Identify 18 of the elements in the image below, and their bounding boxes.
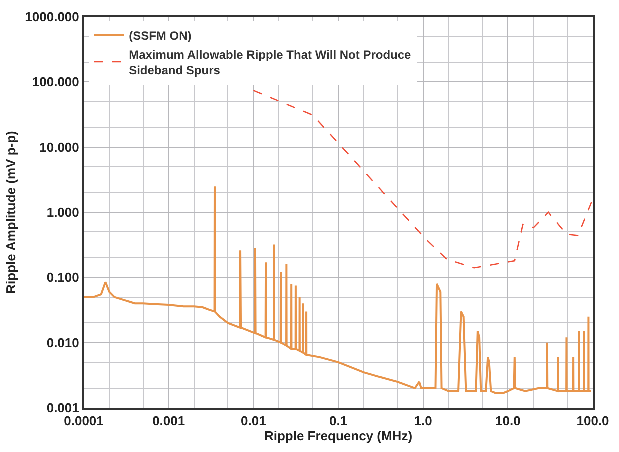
legend-label: Maximum Allowable Ripple That Will Not Produce Sideband Spurs xyxy=(129,48,412,78)
y-tick-label: 0.100 xyxy=(46,270,80,286)
y-tick-label: 1000.000 xyxy=(25,10,80,25)
y-tick-label: 100.000 xyxy=(32,74,80,90)
x-axis-title: Ripple Frequency (MHz) xyxy=(264,428,413,444)
y-tick-label: 0.010 xyxy=(46,335,80,350)
x-tick-label: 0.001 xyxy=(152,414,186,429)
y-tick-label: 10.000 xyxy=(40,140,80,155)
x-tick-label: 10.0 xyxy=(496,414,521,429)
x-tick-label: 100.0 xyxy=(576,414,610,429)
y-axis-title: Ripple Amplitude (mV p-p) xyxy=(4,131,19,294)
legend-label: (SSFM ON) xyxy=(129,29,192,44)
y-tick-label: 0.001 xyxy=(46,400,80,416)
x-tick-label: 1.0 xyxy=(414,414,432,429)
x-tick-label: 0.01 xyxy=(241,414,266,429)
x-tick-label: 0.0001 xyxy=(64,414,104,429)
x-tick-label: 0.1 xyxy=(329,414,348,429)
y-tick-label: 1.000 xyxy=(46,205,80,220)
